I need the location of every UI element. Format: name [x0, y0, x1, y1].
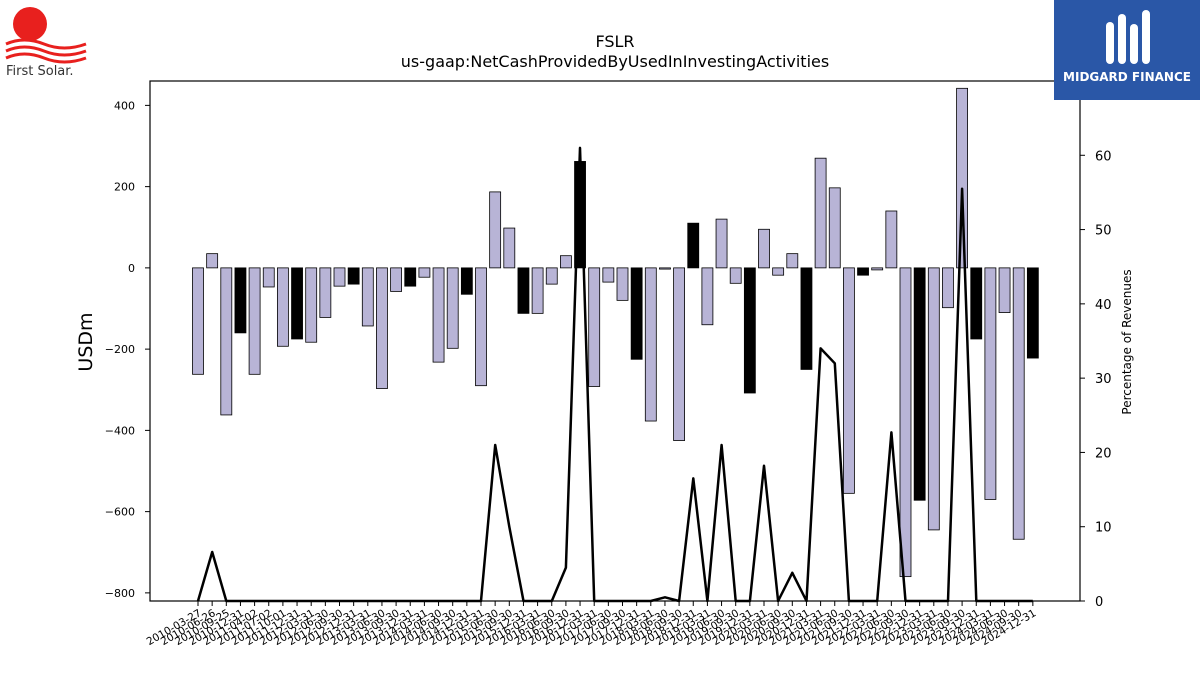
quarterly-bar [984, 267, 997, 500]
quarterly-bar [616, 267, 629, 301]
midgard-mark-icon [1106, 10, 1150, 64]
quarterly-bar [333, 267, 346, 287]
quarterly-bar [843, 267, 855, 494]
quarterly-bar [432, 267, 445, 363]
quarterly-bar [786, 253, 799, 269]
y-tick-label: −600 [105, 506, 135, 519]
quarterly-bar [814, 157, 827, 269]
quarterly-bar [418, 267, 431, 278]
y2-tick-label: 40 [1095, 298, 1112, 313]
annual-bar [404, 267, 417, 287]
bars [192, 87, 1039, 578]
y2-tick-label: 10 [1095, 521, 1112, 536]
sun-icon [5, 7, 87, 64]
quarterly-bar [956, 87, 968, 269]
y2-tick-label: 30 [1095, 372, 1112, 387]
annual-bar [460, 267, 473, 295]
annual-bar [234, 267, 247, 334]
quarterly-bar [489, 191, 502, 269]
quarterly-bar [828, 187, 841, 269]
quarterly-bar [942, 267, 954, 309]
quarterly-bar [927, 267, 940, 531]
annual-bar [800, 267, 813, 370]
quarterly-bar [446, 267, 459, 349]
annual-bar [517, 267, 530, 314]
x-tick-labels: 2010-03-272010-06-262010-09-252010-12-31… [145, 601, 1038, 648]
midgard-finance-logo: MIDGARD FINANCE [1054, 0, 1200, 100]
quarterly-bar [390, 267, 403, 292]
annual-bar [347, 267, 360, 285]
y2-tick-label: 60 [1095, 149, 1112, 164]
quarterly-bar [885, 210, 898, 269]
quarterly-bar [376, 267, 388, 389]
quarterly-bar [248, 267, 261, 375]
quarterly-bar [673, 267, 685, 441]
quarterly-bar [220, 267, 233, 416]
plot-frame [149, 80, 1081, 602]
annual-bar [291, 267, 303, 340]
quarterly-bar [899, 267, 912, 578]
annual-bar [857, 267, 869, 276]
chart-title: FSLR [595, 32, 635, 51]
quarterly-bar [206, 253, 219, 269]
quarterly-bar [503, 227, 516, 269]
annual-bar [913, 267, 926, 501]
chart-subtitle: us-gaap:NetCashProvidedByUsedInInvesting… [400, 52, 830, 71]
first-solar-logo [4, 4, 94, 84]
quarterly-bar [531, 267, 544, 314]
quarterly-bar [998, 267, 1011, 313]
first-solar-logo-text: First Solar. [6, 64, 74, 79]
annual-bar [687, 222, 700, 269]
quarterly-bar [588, 267, 601, 387]
y-axis-ticks: −800 −600 −400 −200 0 200 400 [105, 99, 150, 600]
y2-tick-label: 20 [1095, 446, 1112, 461]
quarterly-bar [361, 267, 374, 327]
quarterly-bar [262, 267, 275, 288]
quarterly-bar [305, 267, 318, 343]
quarterly-bar [715, 218, 728, 269]
annual-bar [743, 267, 756, 394]
annual-bar [630, 267, 643, 360]
annual-bar [1026, 267, 1039, 359]
midgard-finance-logo-text: MIDGARD FINANCE [1063, 70, 1191, 84]
quarterly-bar [871, 267, 884, 271]
y2-axis-ticks: 0 10 20 30 40 50 60 [1080, 149, 1112, 610]
y-tick-label: 0 [128, 262, 135, 275]
quarterly-bar [644, 267, 657, 422]
y-axis-label: USDm [75, 312, 97, 371]
quarterly-bar [758, 228, 770, 269]
y-tick-label: −400 [105, 424, 135, 437]
quarterly-bar [475, 267, 487, 387]
quarterly-bar [701, 267, 714, 326]
quarterly-bar [602, 267, 615, 283]
quarterly-bar [319, 267, 332, 318]
quarterly-bar [659, 267, 671, 270]
y-tick-label: 400 [114, 99, 135, 112]
y2-tick-label: 0 [1095, 595, 1103, 610]
quarterly-bar [545, 267, 558, 285]
quarterly-bar [772, 267, 785, 276]
y-tick-label: 200 [114, 181, 135, 194]
y2-tick-label: 50 [1095, 224, 1112, 239]
y-tick-label: −800 [105, 587, 135, 600]
quarterly-bar [276, 267, 289, 347]
y2-axis-label: Percentage of Revenues [1120, 269, 1134, 414]
quarterly-bar [192, 267, 204, 375]
quarterly-bar [1012, 267, 1025, 540]
quarterly-bar [560, 255, 572, 269]
y-tick-label: −200 [105, 343, 135, 356]
quarterly-bar [729, 267, 742, 284]
annual-bar [970, 267, 983, 340]
